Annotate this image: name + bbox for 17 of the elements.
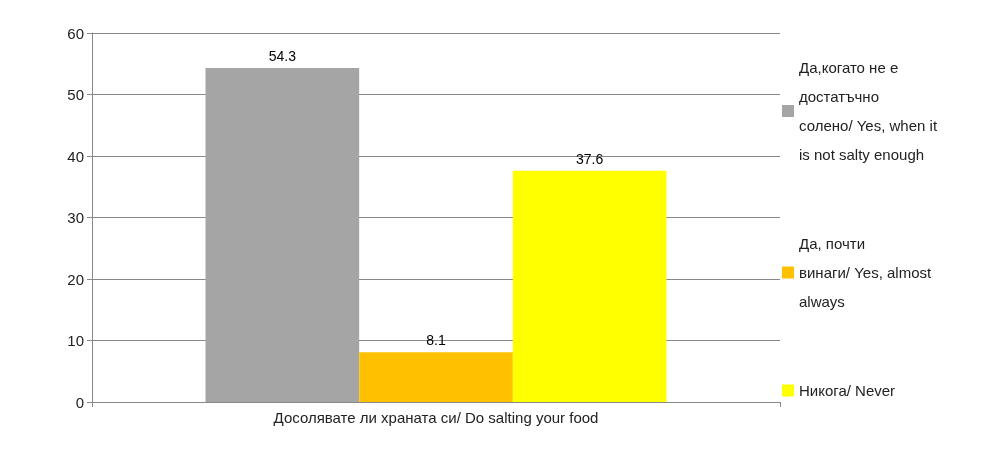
legend-label: Никога/ Never — [799, 382, 896, 399]
legend-label: Да,когато не е достатъчно солено/ Yes, when it is not salty enough — [799, 59, 942, 163]
bar — [512, 170, 667, 402]
y-tick-label: 50 — [67, 86, 84, 103]
y-tick-label: 0 — [75, 393, 84, 411]
data-label: 37.6 — [576, 150, 604, 167]
data-label: 54.3 — [268, 48, 297, 65]
legend-label: Да, почти винаги/ Yes, almost always — [799, 235, 936, 310]
bar — [205, 68, 360, 402]
y-tick-label: 30 — [67, 209, 84, 226]
y-tick-label: 20 — [67, 270, 84, 288]
y-tick-label: 40 — [67, 147, 84, 165]
x-tick-label: Досолявате ли храната си/ Do salting your food — [273, 409, 599, 426]
y-tick-label: 60 — [67, 24, 84, 42]
data-label: 8.1 — [426, 332, 446, 349]
bar — [359, 352, 513, 402]
y-tick-label: 10 — [67, 332, 84, 349]
